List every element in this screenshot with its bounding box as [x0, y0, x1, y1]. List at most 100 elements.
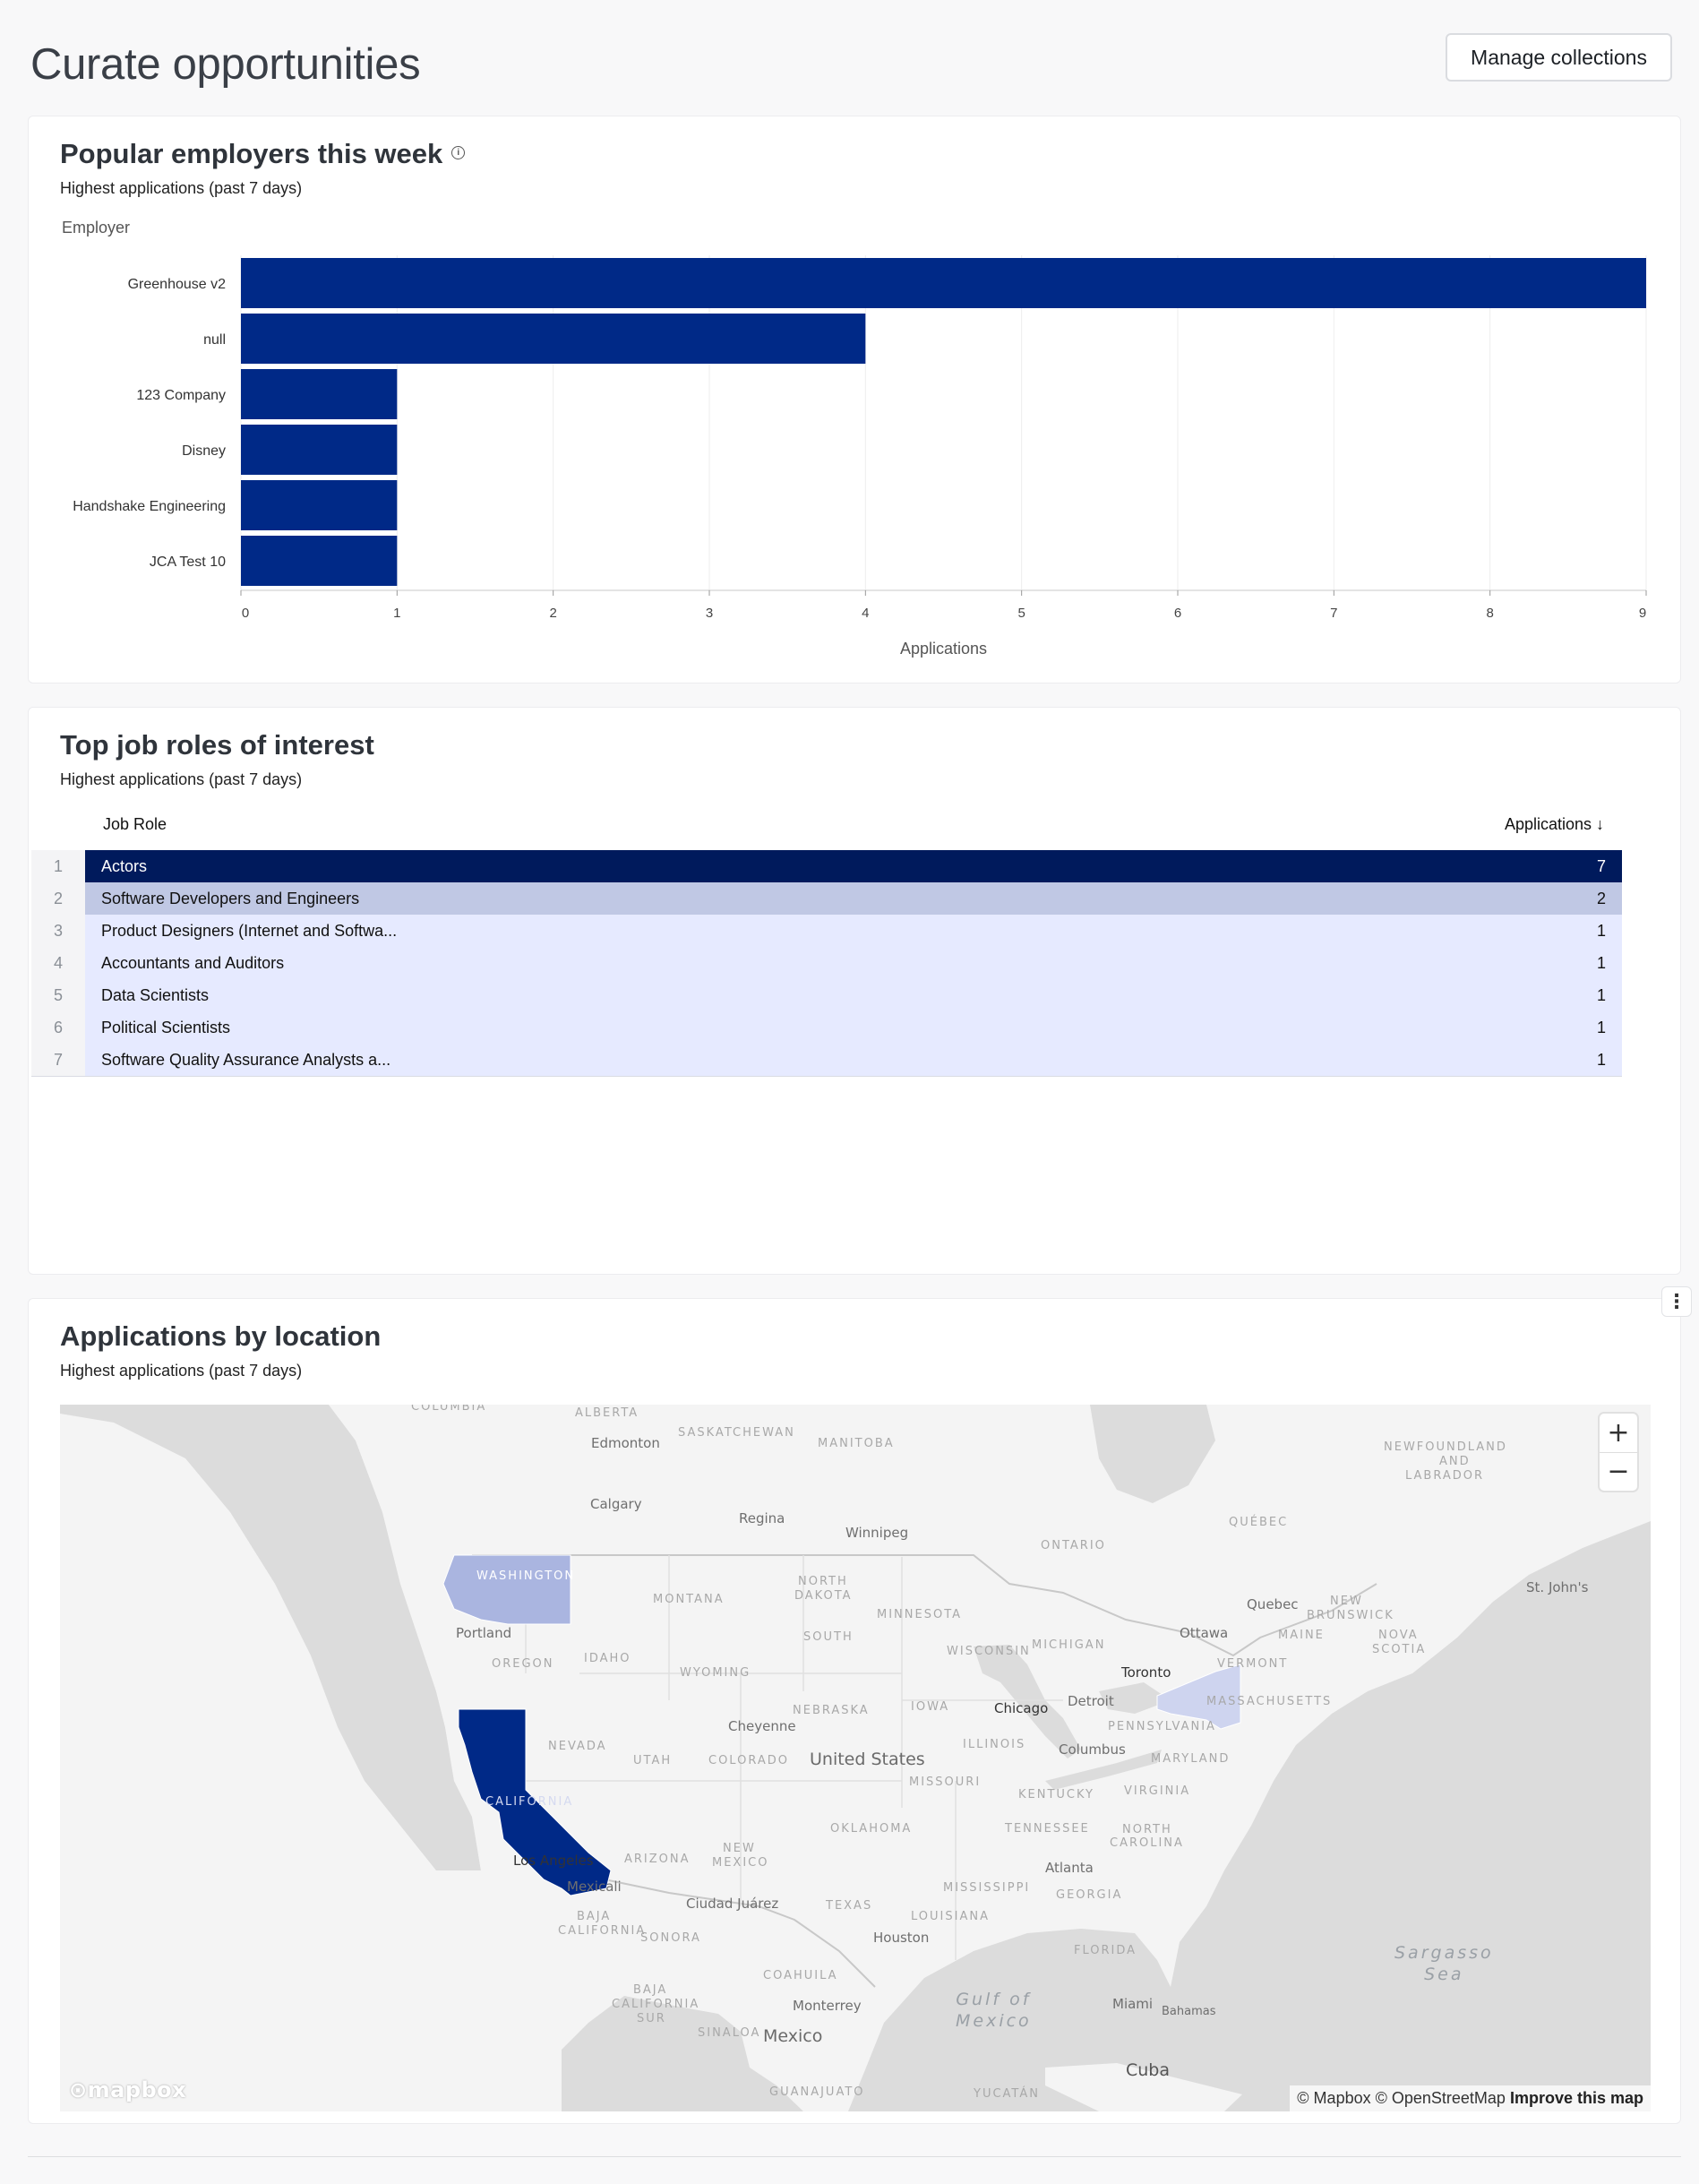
- map-label-city: Bahamas: [1162, 2005, 1216, 2018]
- table-row[interactable]: 2 Software Developers and Engineers 2: [31, 882, 1622, 915]
- job-role-cell: Software Developers and Engineers: [101, 890, 360, 907]
- column-header-applications[interactable]: Applications ↓: [1504, 815, 1604, 833]
- row-cell: Data Scientists 1: [85, 979, 1622, 1011]
- map-label-state: ARIZONA: [624, 1853, 691, 1866]
- map-label-state: MASSACHUSETTS: [1206, 1695, 1333, 1708]
- map-label-sea: Gulf of Mexico: [956, 1989, 1032, 2032]
- row-index: 5: [31, 979, 85, 1011]
- job-role-cell: Political Scientists: [101, 1019, 231, 1036]
- row-cell: Software Quality Assurance Analysts a...…: [85, 1044, 1622, 1076]
- x-tick-label: 4: [862, 606, 869, 621]
- job-role-cell: Software Quality Assurance Analysts a...: [101, 1051, 391, 1069]
- map-label-state: GEORGIA: [1056, 1888, 1123, 1902]
- x-tick-label: 1: [393, 606, 400, 621]
- map-label-state: WISCONSIN: [947, 1645, 1031, 1658]
- state-california: [458, 1708, 612, 1896]
- border-canada-us: [472, 1554, 1377, 1657]
- map-label-state: SOUTH: [803, 1630, 854, 1644]
- job-role-cell: Accountants and Auditors: [101, 954, 285, 972]
- popular-employers-card: Popular employers this week i Highest app…: [28, 116, 1681, 684]
- map-label-city: Toronto: [1121, 1664, 1171, 1681]
- column-header-job-role[interactable]: Job Role: [103, 815, 167, 833]
- row-cell: Political Scientists 1: [85, 1011, 1622, 1044]
- table-row[interactable]: 7 Software Quality Assurance Analysts a..…: [31, 1044, 1622, 1076]
- map-label-state: ONTARIO: [1041, 1539, 1106, 1552]
- map-label-state: MONTANA: [653, 1593, 725, 1606]
- map-label-state: CALIFORNIA: [558, 1924, 647, 1938]
- job-role-cell: Product Designers (Internet and Softwa..…: [101, 922, 398, 940]
- mapbox-logo[interactable]: ⊙mapbox: [69, 2077, 187, 2102]
- map-label-state: DAKOTA: [794, 1589, 853, 1603]
- bar-disney[interactable]: [241, 425, 398, 475]
- bar-123-company[interactable]: [241, 369, 398, 419]
- kebab-icon[interactable]: ⋮: [1661, 1286, 1692, 1317]
- job-role-cell: Data Scientists: [101, 986, 210, 1004]
- attribution-text[interactable]: © Mapbox © OpenStreetMap: [1297, 2089, 1506, 2107]
- map-label-state: TEXAS: [826, 1899, 873, 1913]
- table-row[interactable]: 1 Actors 7: [31, 850, 1622, 882]
- row-index: 3: [31, 915, 85, 947]
- zoom-in-button[interactable]: +: [1607, 1417, 1630, 1449]
- map-label-city: Chicago: [994, 1700, 1049, 1716]
- y-axis-label: Employer: [62, 219, 130, 236]
- x-tick-label: 7: [1330, 606, 1337, 621]
- map-label-state: SUR: [637, 2012, 666, 2025]
- bar-handshake-engineering[interactable]: [241, 480, 398, 530]
- map-label-state: NORTH: [1122, 1823, 1172, 1836]
- map-label-state: SINALOA: [698, 2026, 761, 2040]
- map-label-state: BRUNSWICK: [1307, 1609, 1394, 1622]
- map-label-state: WYOMING: [680, 1666, 751, 1680]
- state-new-york: [1156, 1664, 1241, 1730]
- map-label-city: Houston: [873, 1930, 930, 1946]
- applications-map[interactable]: COLUMBIA ALBERTA SASKATCHEWAN MANITOBA O…: [60, 1405, 1651, 2111]
- card-title: Top job roles of interest: [60, 729, 374, 761]
- map-label-state: LABRADOR: [1405, 1469, 1485, 1483]
- land-great-lakes: [974, 1645, 1171, 1790]
- table-row[interactable]: 5 Data Scientists 1: [31, 979, 1622, 1011]
- map-label-state: TENNESSEE: [1005, 1822, 1090, 1836]
- map-label-state: COLUMBIA: [411, 1405, 487, 1414]
- map-label-city: Cuba: [1126, 2060, 1171, 2080]
- map-label-sea-line: Mexico: [956, 2011, 1032, 2031]
- map-attribution: © Mapbox © OpenStreetMap Improve this ma…: [1290, 2085, 1651, 2111]
- map-label-state: UTAH: [633, 1754, 673, 1767]
- job-roles-table: Job Role Applications ↓ 1 Actors 7 2 Softwar…: [31, 795, 1622, 1077]
- row-cell: Product Designers (Internet and Softwa..…: [85, 915, 1622, 947]
- map-label-state: OREGON: [492, 1657, 554, 1671]
- x-tick-label: 9: [1639, 606, 1646, 621]
- map-label-state: MAINE: [1278, 1629, 1325, 1642]
- applications-cell: 2: [1596, 890, 1606, 907]
- map-label-country: Mexico: [763, 2026, 823, 2046]
- table-row[interactable]: 6 Political Scientists 1: [31, 1011, 1622, 1044]
- map-label-state: CAROLINA: [1110, 1836, 1184, 1850]
- map-label-state: SCOTIA: [1372, 1643, 1427, 1656]
- map-label-state: ALBERTA: [575, 1406, 639, 1420]
- improve-map-link[interactable]: Improve this map: [1509, 2089, 1643, 2107]
- category-label: Disney: [182, 443, 226, 459]
- zoom-divider: [1600, 1452, 1637, 1453]
- map-label-state: BAJA: [633, 1983, 668, 1997]
- map-label-sea-line: Sea: [1424, 1965, 1464, 1984]
- map-label-state: FLORIDA: [1074, 1944, 1137, 1957]
- x-tick-label: 6: [1174, 606, 1181, 621]
- map-label-city: Ottawa: [1180, 1625, 1229, 1641]
- manage-collections-button[interactable]: Manage collections: [1446, 33, 1672, 82]
- table-row[interactable]: 3 Product Designers (Internet and Softwa.…: [31, 915, 1622, 947]
- map-label-state: NEBRASKA: [793, 1704, 870, 1717]
- table-row[interactable]: 4 Accountants and Auditors 1: [31, 947, 1622, 979]
- map-label-state: MARYLAND: [1151, 1752, 1231, 1766]
- map-label-state: NEW: [1330, 1595, 1363, 1608]
- job-role-cell: Actors: [101, 857, 148, 875]
- bar-greenhouse-v2[interactable]: [241, 258, 1646, 308]
- bar-null[interactable]: [241, 314, 866, 364]
- map-label-city: Winnipeg: [845, 1525, 909, 1541]
- mapbox-logo-text: mapbox: [87, 2077, 187, 2102]
- map-label-city: Quebec: [1247, 1596, 1299, 1612]
- map-label-state: LOUISIANA: [911, 1910, 990, 1923]
- info-icon[interactable]: i: [451, 146, 466, 160]
- map-label-city: Atlanta: [1045, 1860, 1094, 1876]
- map-label-country: United States: [810, 1750, 925, 1769]
- bar-jca-test-10[interactable]: [241, 536, 398, 586]
- zoom-out-button[interactable]: −: [1607, 1456, 1630, 1487]
- row-index: 4: [31, 947, 85, 979]
